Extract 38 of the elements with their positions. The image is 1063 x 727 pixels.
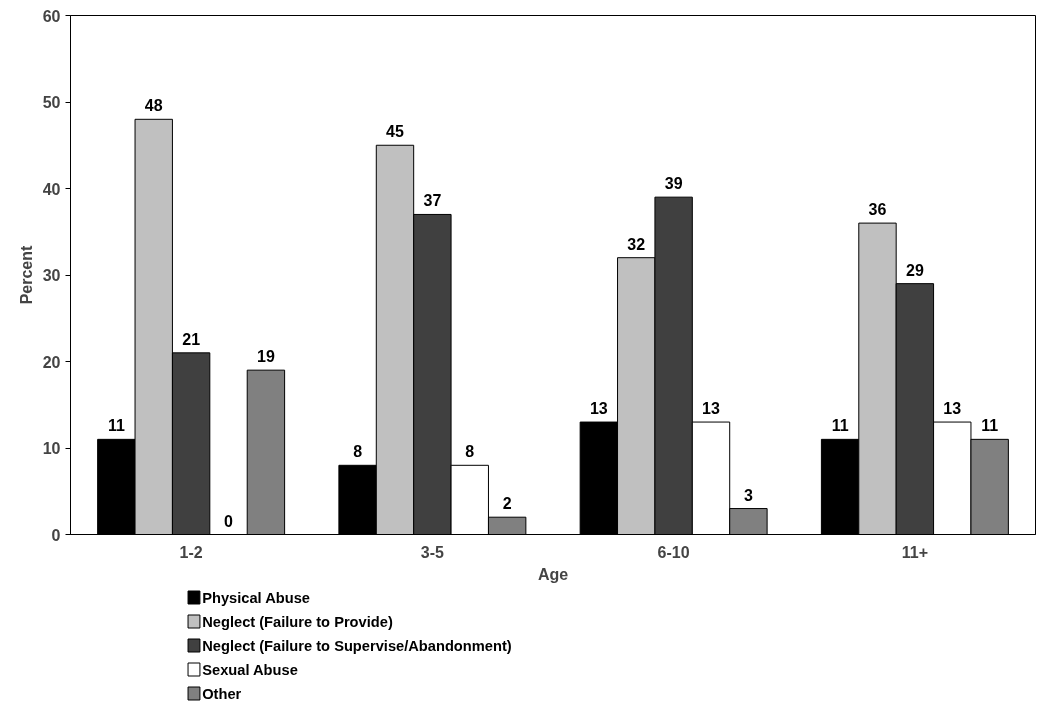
y-tick-label: 50 bbox=[42, 94, 61, 111]
y-tick-label: 20 bbox=[42, 353, 61, 371]
data-label: 3 bbox=[743, 486, 753, 504]
y-axis-title: Percent bbox=[17, 244, 35, 305]
data-label: 32 bbox=[627, 235, 646, 253]
y-tick-label: 30 bbox=[42, 267, 61, 284]
y-tick-label: 10 bbox=[42, 440, 61, 457]
y-tick-label: 40 bbox=[42, 180, 61, 198]
data-label: 8 bbox=[465, 443, 475, 461]
data-label: 8 bbox=[353, 443, 363, 461]
legend-label: Other bbox=[202, 685, 242, 702]
data-label: 13 bbox=[943, 400, 962, 418]
data-label: 2 bbox=[502, 495, 512, 513]
data-label: 0 bbox=[224, 512, 234, 530]
data-label: 13 bbox=[589, 400, 608, 418]
y-tick-label: 60 bbox=[42, 7, 61, 25]
x-tick-label: 11+ bbox=[901, 543, 929, 561]
data-label: 11 bbox=[107, 417, 125, 435]
legend-label: Sexual Abuse bbox=[202, 661, 298, 678]
data-label: 45 bbox=[386, 123, 404, 141]
data-label: 36 bbox=[868, 201, 887, 219]
legend-label: Neglect (Failure to Supervise/Abandonment) bbox=[202, 637, 512, 654]
data-label: 21 bbox=[182, 330, 201, 348]
data-label: 11 bbox=[831, 417, 849, 435]
data-label: 13 bbox=[702, 400, 721, 418]
data-label: 11 bbox=[981, 417, 999, 435]
x-tick-label: 3-5 bbox=[420, 543, 445, 561]
x-axis-title: Age bbox=[537, 565, 569, 583]
data-label: 39 bbox=[664, 175, 683, 193]
x-tick-label: 6-10 bbox=[657, 543, 690, 561]
data-label: 48 bbox=[144, 97, 163, 115]
data-label: 19 bbox=[257, 348, 275, 366]
y-tick-label: 0 bbox=[51, 526, 61, 544]
data-label: 37 bbox=[423, 192, 442, 210]
legend-label: Neglect (Failure to Provide) bbox=[202, 613, 393, 630]
x-tick-label: 1-2 bbox=[179, 543, 203, 561]
legend-label: Physical Abuse bbox=[202, 589, 311, 606]
data-label: 29 bbox=[905, 261, 924, 279]
